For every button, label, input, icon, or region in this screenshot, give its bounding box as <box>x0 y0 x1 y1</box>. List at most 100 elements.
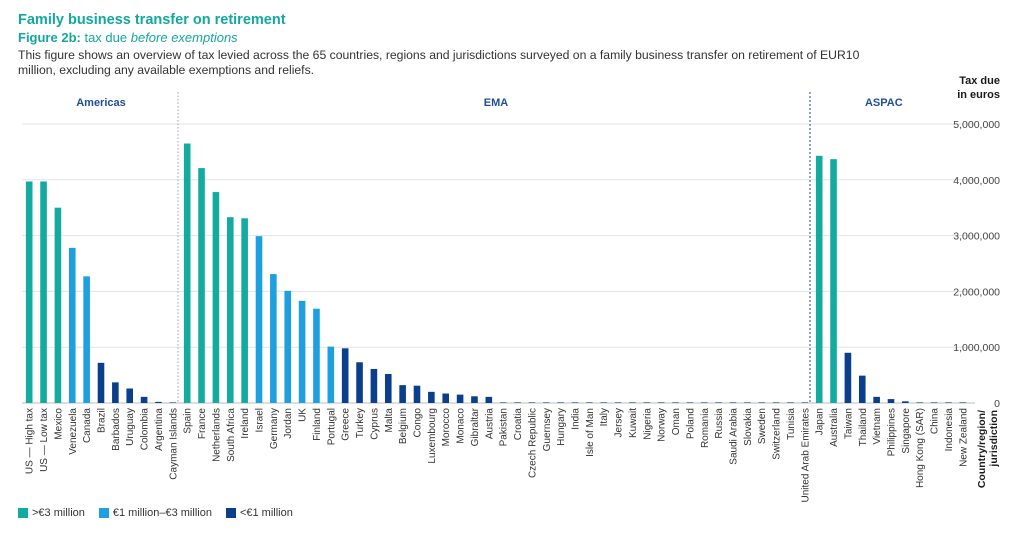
x-axis-title: Country/region/ <box>976 410 988 488</box>
x-tick-label: Thailand <box>858 408 869 446</box>
x-tick-label: Nigeria <box>642 408 653 440</box>
bar <box>83 276 90 403</box>
bar <box>226 217 234 403</box>
x-tick-label: Hungary <box>556 408 567 446</box>
y-tick-label: 5,000,000 <box>953 119 1000 131</box>
x-tick-label: Norway <box>657 408 668 442</box>
bar <box>672 402 679 403</box>
x-tick-label: Gibraltar <box>470 407 481 446</box>
legend-item-mid: €1 million–€3 million <box>98 507 212 519</box>
bar <box>270 274 277 403</box>
x-tick-label: US — Low tax <box>39 408 50 472</box>
x-tick-label: Cyprus <box>369 408 380 440</box>
chart-description: This figure shows an overview of tax lev… <box>18 48 860 77</box>
x-tick-label: Argentina <box>154 408 165 451</box>
bar <box>700 402 708 403</box>
x-tick-label: Kuwait <box>628 408 639 438</box>
bar <box>356 362 363 403</box>
bar <box>442 393 450 403</box>
bar <box>787 402 794 403</box>
bar <box>384 373 392 403</box>
bar <box>801 402 809 403</box>
bar <box>25 181 33 403</box>
x-tick-label: Luxembourg <box>427 408 438 464</box>
x-tick-label: Netherlands <box>211 408 222 462</box>
legend-swatch-mid <box>98 508 109 518</box>
bar <box>715 402 722 403</box>
x-tick-label: Barbados <box>111 408 122 451</box>
x-tick-label: Vietnam <box>872 408 883 445</box>
bar <box>729 402 737 403</box>
legend-label-high: >€3 million <box>32 507 85 519</box>
figure-subtitle: Figure 2b: tax due before exemptions <box>18 30 238 45</box>
bar <box>686 402 694 403</box>
legend-label-low: <€1 million <box>239 507 293 519</box>
legend-label-mid: €1 million–€3 million <box>112 507 212 519</box>
x-tick-label: Singapore <box>901 408 912 454</box>
bar <box>815 155 823 403</box>
bar <box>643 402 651 403</box>
x-tick-label: Russia <box>714 408 725 439</box>
bar <box>514 402 521 403</box>
bar <box>155 401 162 403</box>
bar <box>499 402 507 403</box>
x-tick-label: Greece <box>341 408 352 441</box>
bar <box>255 236 263 403</box>
bar <box>399 385 406 403</box>
x-tick-label: Tunisia <box>786 408 797 440</box>
bar <box>959 402 967 403</box>
bar <box>198 168 205 403</box>
bar <box>600 402 608 403</box>
bar <box>528 402 536 403</box>
x-tick-label: Cayman Islands <box>168 408 179 480</box>
figure-label: Figure 2b: <box>18 30 81 45</box>
x-tick-label: Slovakia <box>743 408 754 446</box>
legend-swatch-high <box>18 508 28 518</box>
bar <box>428 391 435 403</box>
bar <box>614 402 622 403</box>
bar <box>68 247 76 403</box>
x-tick-label: Jordan <box>283 408 294 439</box>
y-tick-label: 4,000,000 <box>953 175 1000 187</box>
bar <box>298 300 306 403</box>
x-tick-label: Isle of Man <box>585 408 596 457</box>
x-tick-label: Monaco <box>456 408 467 444</box>
x-tick-label: Australia <box>829 408 840 447</box>
bar <box>485 396 493 403</box>
bar <box>112 382 119 403</box>
bar <box>844 352 852 403</box>
bar <box>542 402 550 403</box>
bar <box>140 396 148 403</box>
x-tick-label: Israel <box>255 408 266 432</box>
x-tick-label: Portugal <box>326 408 337 445</box>
x-tick-label: Venezuela <box>68 408 79 455</box>
bar <box>571 402 579 403</box>
x-tick-label: Finland <box>312 408 323 441</box>
region-label: ASPAC <box>865 97 903 109</box>
x-tick-label: Guernsey <box>542 408 553 451</box>
x-tick-label: Italy <box>599 408 610 426</box>
bar <box>341 348 349 403</box>
x-tick-label: UK <box>298 408 309 422</box>
x-tick-label: Indonesia <box>944 408 955 452</box>
legend-swatch-low <box>225 508 236 518</box>
bar <box>586 402 593 403</box>
x-tick-label: Congo <box>413 408 424 438</box>
bar <box>557 402 564 403</box>
x-tick-label: Turkey <box>355 408 366 438</box>
bar <box>327 346 335 403</box>
legend-item-low: <€1 million <box>225 507 293 519</box>
bar <box>40 181 47 403</box>
y-tick-label: 3,000,000 <box>953 231 1000 243</box>
x-tick-label: Hong Kong (SAR) <box>915 408 926 488</box>
bar <box>183 143 191 403</box>
bar <box>744 402 751 403</box>
x-tick-label: Saudi Arabia <box>729 408 740 465</box>
x-tick-label: France <box>197 408 208 440</box>
bar <box>902 401 909 403</box>
bar <box>657 402 665 403</box>
bar <box>629 402 636 403</box>
x-tick-label: China <box>930 408 941 435</box>
x-tick-label: Spain <box>183 408 194 434</box>
